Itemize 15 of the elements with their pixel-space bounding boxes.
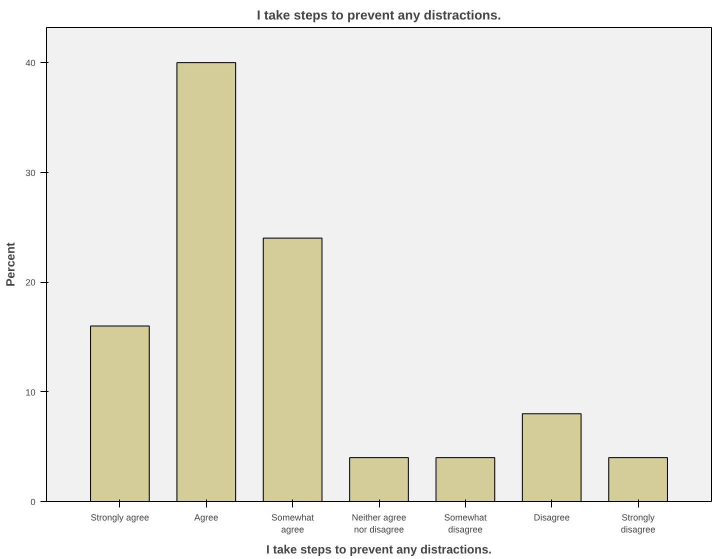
y-tick-label: 40	[25, 58, 36, 68]
y-tick-label: 0	[30, 497, 36, 507]
y-tick-label: 10	[25, 387, 36, 398]
x-tick-label: Neither agree nor disagree	[352, 512, 406, 534]
y-tick-label: 20	[25, 278, 36, 288]
x-axis-title: I take steps to prevent any distractions.	[266, 542, 492, 556]
chart-title: I take steps to prevent any distractions.	[256, 8, 502, 22]
x-tick-label: Disagree	[534, 512, 570, 522]
x-tick-label: Strongly disagree	[620, 512, 656, 534]
x-tick-label: Somewhat agree	[271, 512, 314, 534]
x-tick-label: Somewhat disagree	[444, 512, 488, 534]
y-tick-label: 30	[25, 168, 36, 178]
x-tick-label: Strongly agree	[90, 512, 150, 522]
y-axis-title: Percent	[3, 242, 18, 287]
x-tick-label: Agree	[194, 512, 218, 522]
